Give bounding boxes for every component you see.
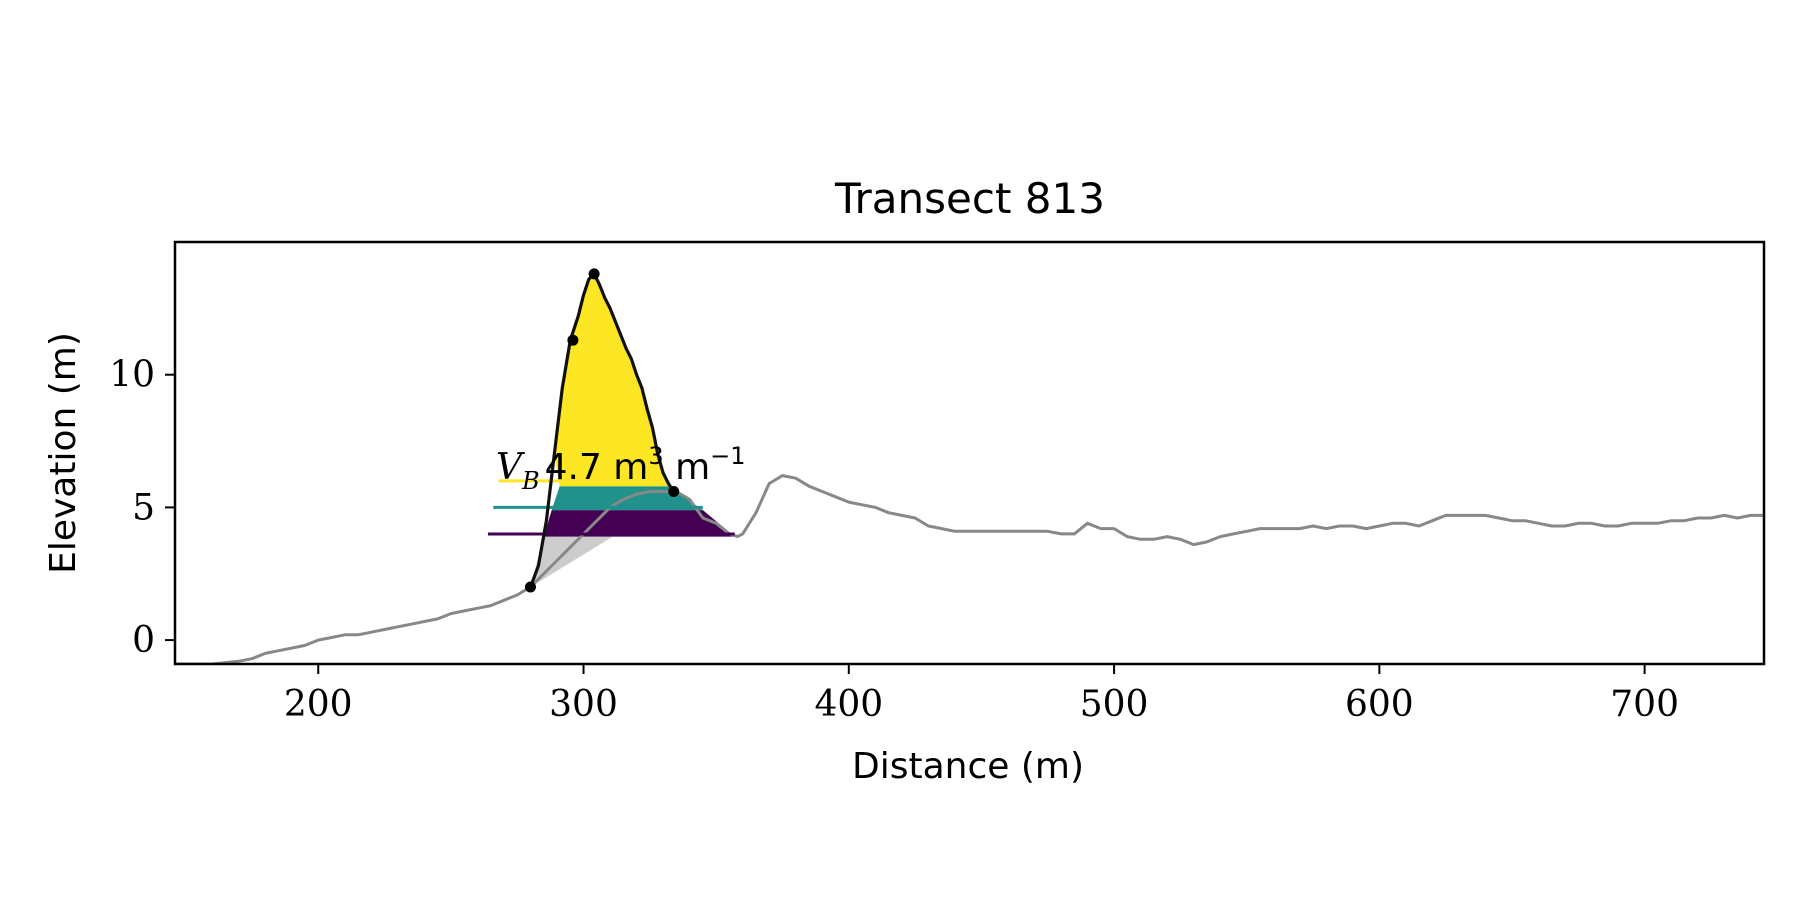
dune-profile-line <box>529 272 676 588</box>
volume-band-1 <box>554 273 669 487</box>
axes-frame <box>173 240 1766 666</box>
annotation-unit-2: m <box>664 447 711 488</box>
x-tick-label: 200 <box>284 684 353 725</box>
key-point <box>524 581 536 593</box>
annotation-value: 4.7 m <box>545 447 649 488</box>
ground-profile-line <box>175 474 1764 664</box>
key-point <box>588 268 600 280</box>
annotation-unit-2-exponent: −1 <box>710 442 745 470</box>
volume-annotation: VB 4.7 m3 m−1 <box>496 442 746 495</box>
x-tick-label: 300 <box>549 684 618 725</box>
y-tick-label: 5 <box>132 487 155 528</box>
x-axis-label: Distance (m) <box>852 746 1084 787</box>
annotation-subscript: B <box>521 467 540 495</box>
toe-fill-area <box>530 536 613 587</box>
x-axis: 200 300 400 500 600 700 <box>284 664 1679 725</box>
plot-area <box>175 268 1764 664</box>
y-axis: 0 5 10 <box>109 355 175 661</box>
volume-band-3 <box>543 510 735 537</box>
key-point <box>567 334 579 346</box>
y-tick-label: 0 <box>132 620 155 661</box>
annotation-unit-exponent: 3 <box>648 442 663 470</box>
x-tick-label: 500 <box>1080 684 1149 725</box>
x-tick-label: 400 <box>814 684 883 725</box>
x-tick-label: 600 <box>1345 684 1414 725</box>
y-tick-label: 10 <box>109 355 155 396</box>
annotation-symbol: V <box>496 447 526 488</box>
key-point <box>668 485 680 497</box>
x-tick-label: 700 <box>1610 684 1679 725</box>
y-axis-label: Elevation (m) <box>43 332 84 574</box>
chart-title: Transect 813 <box>834 174 1105 223</box>
